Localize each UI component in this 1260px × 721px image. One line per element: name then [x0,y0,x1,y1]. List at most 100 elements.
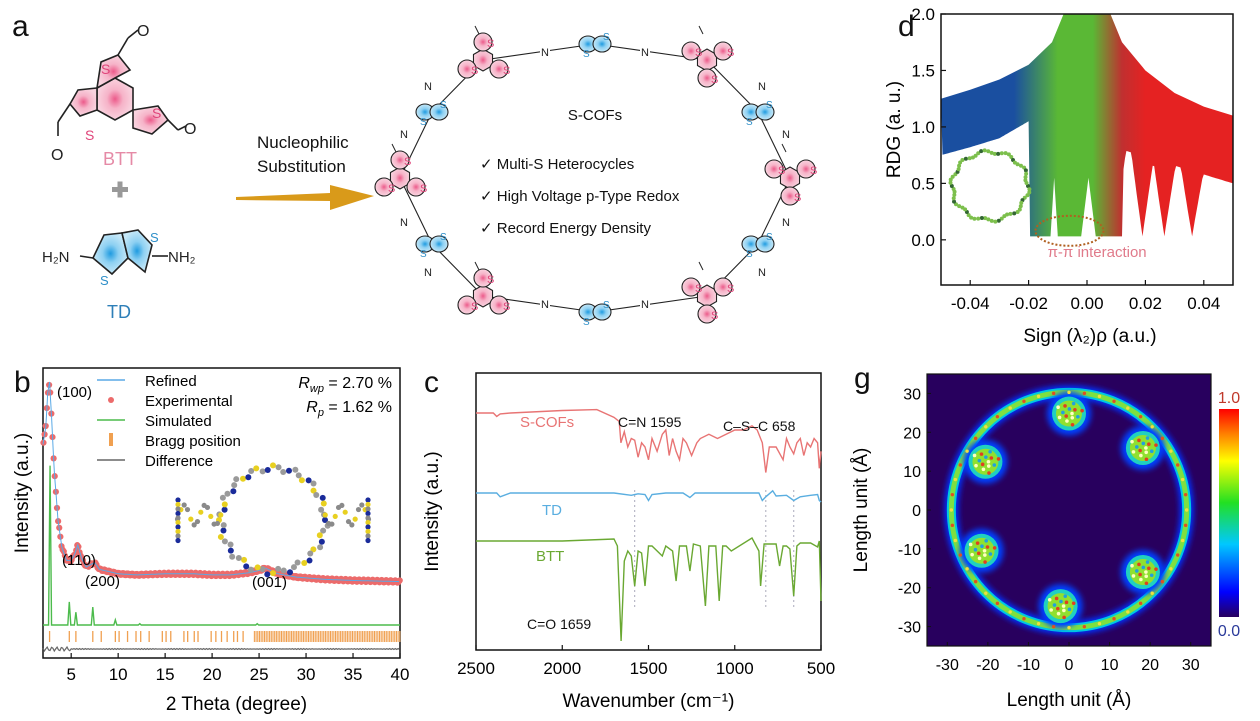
thiophene-ring [713,41,733,61]
nitrogen-bg [757,79,767,91]
atom-dot [983,560,987,564]
atom [345,518,352,525]
wavy-bond [781,143,787,153]
atom [245,474,252,481]
atom [259,566,266,573]
sulfur-label: S [766,100,773,111]
colorbar [1219,409,1239,617]
y-axis-label: Intensity (a.u.) [12,433,33,553]
atom-dot [1071,401,1076,406]
fit-statistic: Rwp = 2.70 % [298,375,392,395]
y-tick-label: 10 [903,464,921,481]
imine-linkage [482,43,596,61]
atom-cluster [963,439,1008,484]
atom [292,466,299,473]
y-axis-label: RDG (a. u.) [884,81,905,178]
atom-dot [988,449,992,454]
x-tick-label: 10 [109,665,128,684]
ring-atom-dot [1180,477,1185,482]
atom [221,506,228,513]
x-tick-label: 15 [156,665,175,684]
cluster-core [1056,400,1082,427]
atom-dot [1073,407,1077,412]
atom-cluster [1047,391,1091,436]
atom-dot [985,545,990,549]
atom [1026,184,1030,188]
sulfur-label: S [711,310,718,322]
nitrogen-bg [423,265,433,277]
atom [310,480,317,487]
btt-core-ring [472,284,494,308]
atom-dot [1059,599,1063,604]
sulfur-label: S [794,192,801,204]
x-tick-label: -10 [1017,657,1040,674]
atom-cluster [1038,584,1083,629]
atom [191,522,197,528]
atom-dot [1064,600,1069,605]
panel-a-scheme: S S S O O O BTT H₂N NH₂ S S TD Nucleophi… [42,23,817,328]
atom [365,506,371,512]
atom-dot [1154,567,1158,571]
atom-dot [982,548,987,553]
imine-linkage [757,111,791,179]
sulfur-label: S [471,65,478,77]
atom-dot [1130,563,1134,568]
atom-cluster [1120,425,1165,470]
atom [322,517,328,523]
ring-atom-dot [1150,591,1154,595]
atom [989,218,994,223]
nitrogen-label: N [424,267,432,279]
atom [319,494,326,501]
series-td-line [476,489,822,503]
atom-dot [1141,565,1146,570]
atom [253,465,260,472]
ring-atom-dot [1036,394,1041,399]
atom-dot [1147,442,1151,447]
btt-molecule [57,29,187,136]
atom [1023,175,1028,180]
nitrogen-bg [757,265,767,277]
sulfur-label: S [727,47,734,59]
ring-atom-dot [1180,538,1185,543]
atom [248,467,255,474]
ring-atom-dot [965,449,969,453]
atom [1009,155,1014,160]
atom [992,151,997,156]
atom-dot [1138,448,1142,453]
gap [1050,177,1058,237]
panel-letter-c: c [424,366,439,399]
ring-atom-dot [984,425,988,429]
atom-dot [1131,450,1136,454]
simulated-line [43,465,400,626]
atom-dot [1137,438,1141,443]
atom-dot [1056,405,1060,409]
atom [229,553,236,560]
x-axis-label: Sign (λ₂)ρ (a.u.) [1023,326,1156,347]
atom [322,512,328,518]
rdg-scatter-band [941,14,1233,237]
nitrogen-label: N [782,129,790,141]
ring-atom-dot [1082,391,1087,396]
atom-dot [1076,414,1080,419]
atom [259,468,266,475]
atom [355,506,362,513]
td-molecule [79,229,168,276]
x-tick-label: 20 [203,665,222,684]
atom [951,186,956,191]
thiophene-ring [429,103,449,121]
ring-atom-dot [1176,553,1180,557]
atom [320,500,327,507]
thiophene-ring [764,159,784,179]
atom [952,199,957,204]
td-amine-left: H₂N [42,249,70,266]
atom [298,477,305,484]
atom-cluster [959,528,1004,573]
atom [227,541,234,548]
atom [967,156,972,161]
atom-dot [996,457,1001,461]
ring-atom-dot [1183,523,1188,528]
x-tick-label: 0.04 [1187,294,1220,313]
ring-atom-dot [1097,621,1102,626]
atom-dot [974,463,978,468]
atom [1023,168,1028,173]
